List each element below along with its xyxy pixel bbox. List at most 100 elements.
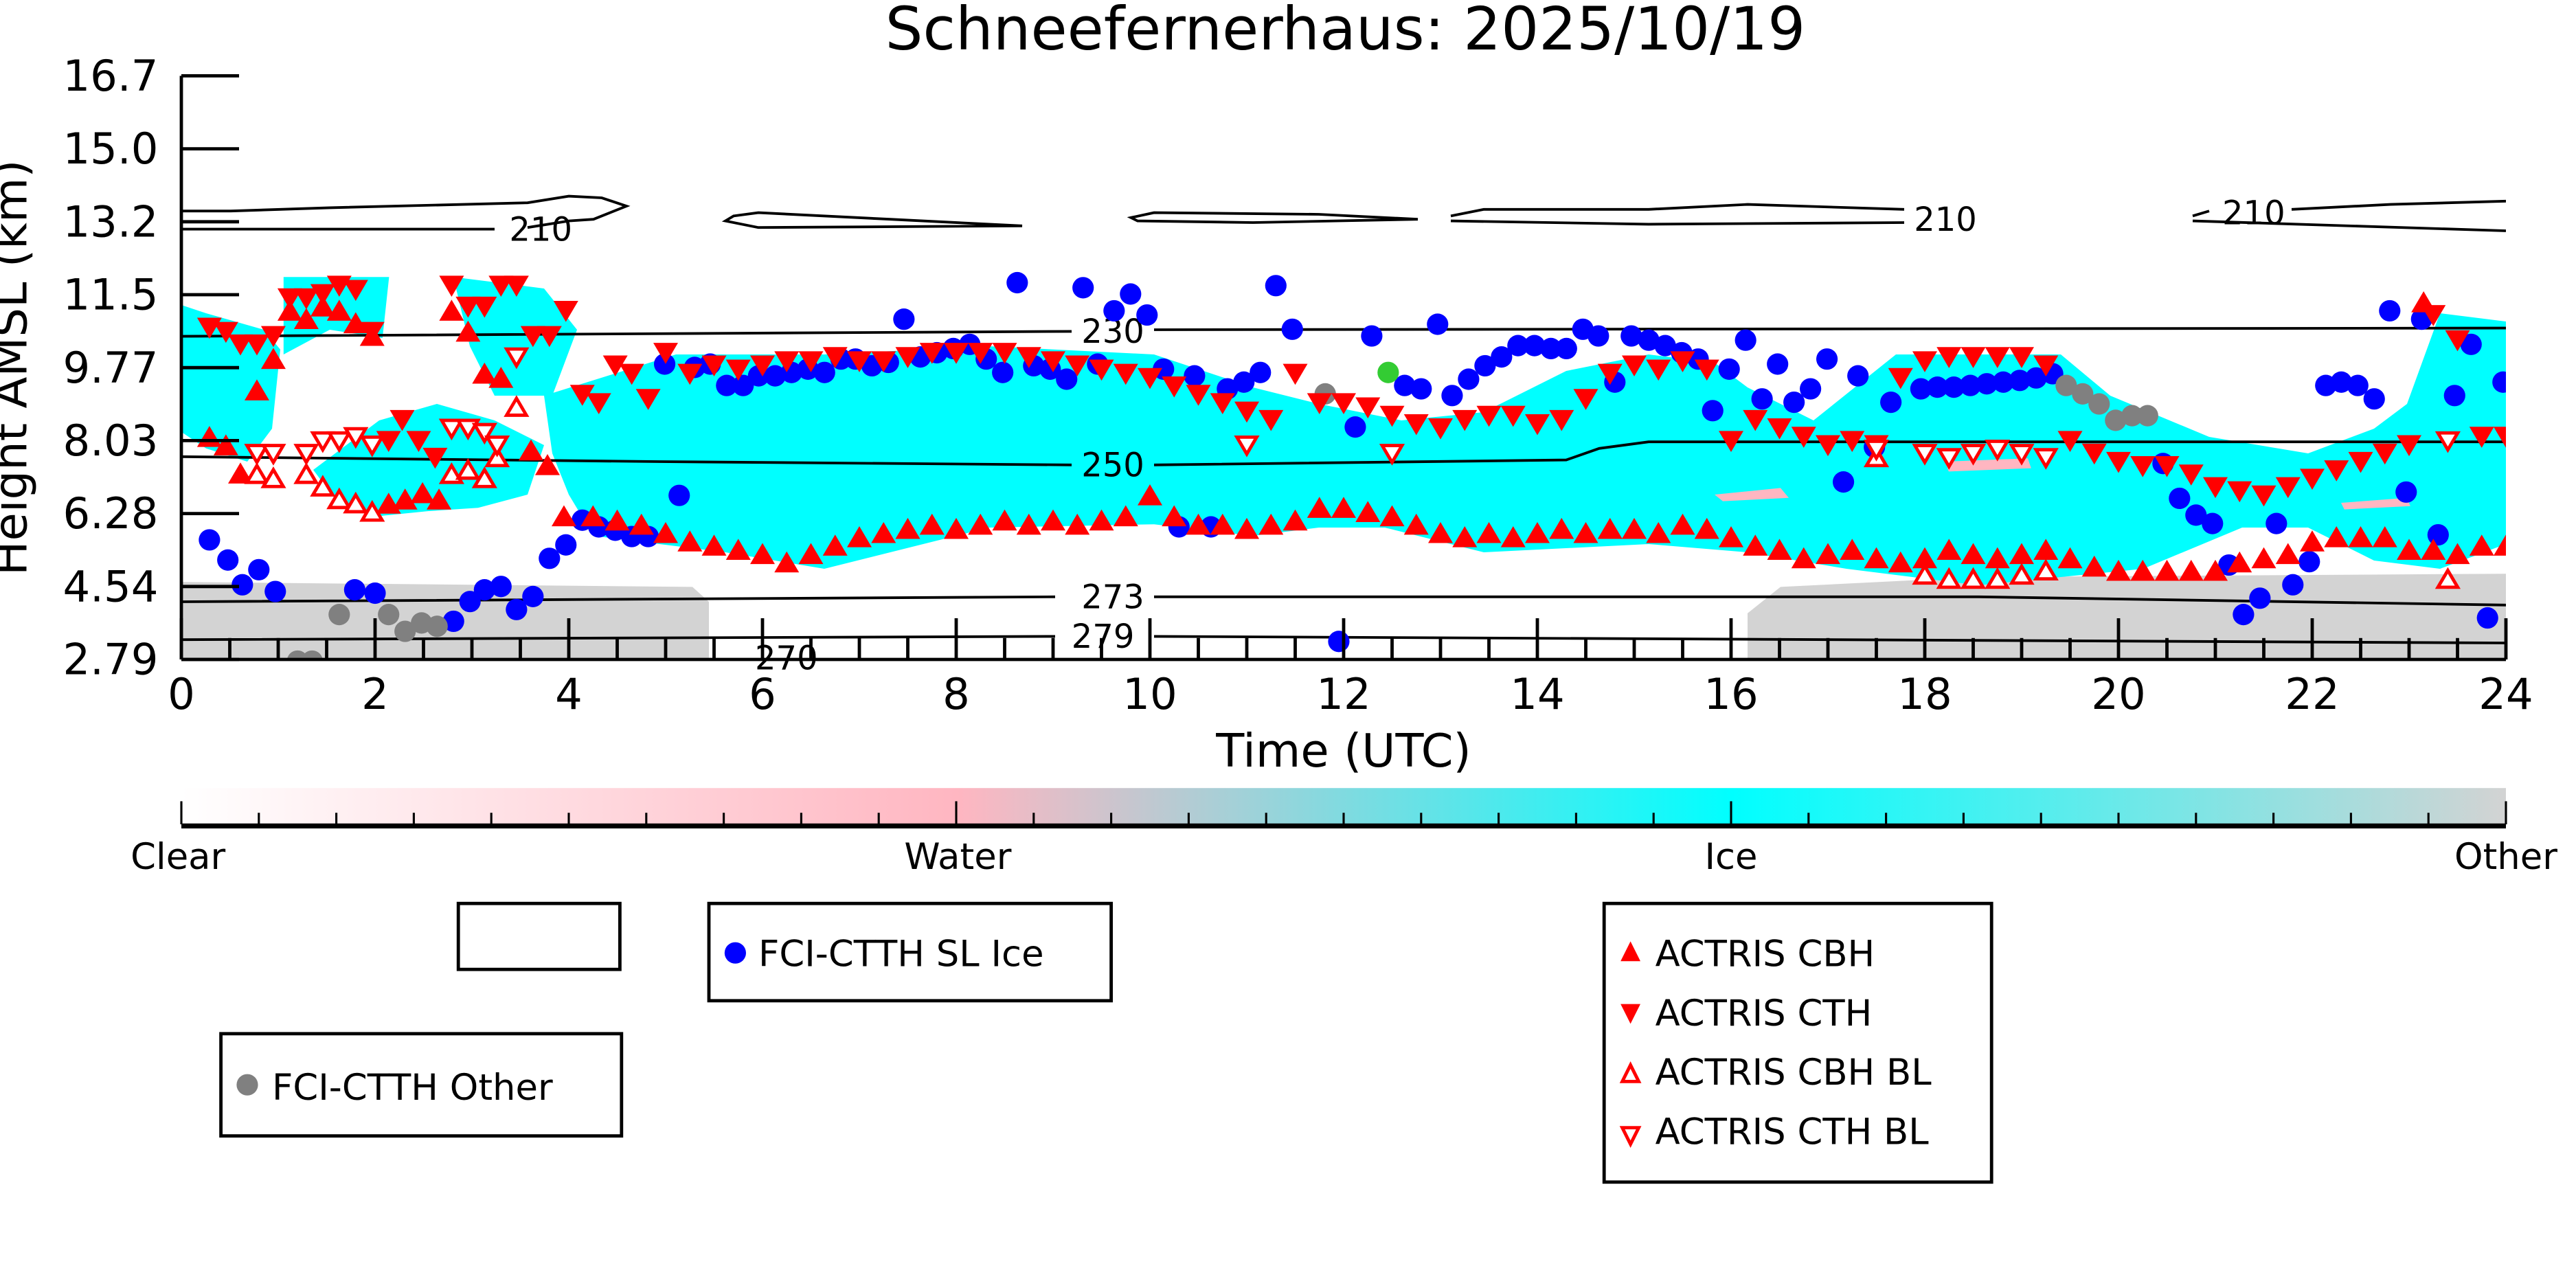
marker-actris-cbh (580, 505, 606, 527)
marker-actris-cth (2397, 435, 2421, 457)
marker-actris-cth (1016, 347, 1041, 368)
marker-actris-cth (1670, 351, 1695, 372)
marker-fci-ctth-sl-ice (2443, 385, 2465, 407)
marker-actris-cbh-bl (1936, 567, 1962, 589)
marker-actris-cth (2081, 443, 2107, 465)
marker-fci-ctth-sl-ice (813, 361, 835, 383)
marker-actris-cth (1089, 359, 1114, 381)
marker-fci-ctth-other (378, 604, 400, 626)
temperature-contours (181, 194, 2506, 644)
legend-actris: ACTRIS CBH ACTRIS CTH ACTRIS CBH BL ACTR… (1602, 901, 1993, 1184)
marker-actris-cth-bl (438, 418, 464, 441)
marker-actris-cth (1065, 355, 1090, 377)
marker-actris-cth (2469, 427, 2494, 448)
marker-actris-cbh (2397, 539, 2421, 560)
marker-actris-cth (2300, 468, 2325, 490)
marker-fci-ctth-sl-ice (2266, 512, 2287, 534)
marker-actris-cbh (1138, 484, 1162, 506)
marker-actris-cbh-bl (2033, 558, 2059, 581)
marker-fci-ctth-sl-ice (716, 374, 738, 396)
marker-actris-cth (1428, 418, 1453, 440)
marker-actris-cth-bl (326, 431, 352, 453)
marker-actris-cbh (228, 462, 253, 484)
marker-fci-ctth-sl-ice (1588, 325, 1609, 347)
marker-fci-ctth-sl-ice (1410, 378, 1432, 400)
legend-entry: ACTRIS CBH BL (1656, 1052, 1932, 1094)
marker-actris-cbh-bl (244, 462, 270, 484)
y-tick-label: 11.5 (63, 270, 158, 320)
marker-actris-cth (569, 385, 595, 406)
marker-actris-cbh (1089, 509, 1114, 531)
marker-actris-cth (228, 334, 253, 356)
marker-actris-cth-bl (2009, 444, 2035, 466)
marker-actris-cbh (1549, 517, 1574, 539)
marker-actris-cth (1162, 376, 1187, 398)
marker-fci-ctth-sl-ice (490, 576, 512, 598)
legend-entry: ACTRIS CBH (1656, 933, 1875, 975)
marker-actris-cbh (992, 509, 1017, 531)
marker-actris-cth (847, 351, 872, 372)
marker-actris-cth (2154, 456, 2180, 477)
marker-fci-ctth-sl-ice (2025, 367, 2047, 389)
y-tick-label: 15.0 (63, 124, 158, 174)
marker-fci-ctth-other (426, 615, 448, 637)
marker-actris-cbh (2300, 530, 2325, 552)
marker-fci-ctth-sl-ice (1926, 376, 1948, 398)
marker-fci-ctth-sl-ice (1816, 348, 1838, 370)
marker-actris-cbh (2445, 543, 2470, 565)
marker-fci-ctth-sl-ice (506, 598, 528, 620)
marker-fci-ctth-sl-ice (555, 534, 577, 556)
marker-actris-cbh (725, 539, 751, 560)
marker-actris-cbh (774, 551, 800, 573)
marker-fci-ctth-sl-ice (1783, 391, 1805, 414)
marker-actris-cth (1403, 414, 1429, 436)
marker-actris-cth (944, 343, 969, 364)
marker-actris-cbh (1162, 505, 1187, 527)
marker-fci-ctth-sl-ice (1233, 371, 1255, 393)
marker-fci-ctth-sl-ice (217, 549, 239, 571)
marker-actris-cth (1646, 359, 1671, 381)
marker-fci-ctth-sl-ice (1281, 318, 1303, 340)
marker-actris-cth-bl (293, 444, 319, 466)
marker-fci-ctth-sl-ice (2347, 374, 2369, 396)
marker-actris-cbh (1864, 547, 1889, 569)
marker-actris-cth-bl (471, 422, 497, 445)
marker-actris-cbh (2009, 543, 2034, 565)
marker-actris-cbh (2469, 534, 2494, 556)
marker-actris-cth-bl (1234, 435, 1260, 457)
marker-actris-cbh (2227, 551, 2252, 573)
marker-actris-cth (455, 296, 481, 318)
marker-actris-cbh (2154, 559, 2180, 581)
marker-actris-cbh (1113, 505, 1138, 527)
marker-actris-cbh (488, 366, 514, 388)
marker-fci-ctth-sl-ice (1654, 335, 1676, 357)
marker-actris-cbh (919, 513, 945, 535)
marker-actris-cth (1816, 435, 1840, 457)
marker-actris-cbh (798, 543, 824, 565)
x-tick-label: 16 (1704, 669, 1758, 719)
marker-actris-cth (1500, 405, 1526, 427)
triangle-down-open-icon (1619, 1126, 1642, 1148)
marker-actris-cbh (519, 439, 544, 461)
marker-fci-ctth-sl-ice (1250, 361, 1272, 383)
marker-fci-ctth-sl-ice (1992, 371, 2014, 393)
marker-actris-cth-bl (1985, 440, 2011, 462)
marker-actris-cbh (277, 300, 302, 321)
triangle-up-open-icon (1619, 1061, 1642, 1083)
marker-actris-cth (2009, 347, 2034, 368)
marker-actris-cth (2251, 485, 2276, 507)
marker-actris-cth (2106, 451, 2131, 473)
marker-actris-cth (2494, 427, 2506, 448)
marker-actris-cbh-bl (293, 462, 319, 484)
marker-actris-cbh (244, 379, 269, 400)
marker-fci-ctth-sl-water (1377, 361, 1399, 383)
marker-actris-cth (422, 447, 448, 469)
marker-fci-ctth-sl-ice (1441, 385, 1463, 407)
y-tick-label: 8.03 (63, 416, 158, 466)
marker-actris-cth (1743, 409, 1768, 431)
data-markers (196, 271, 2506, 659)
marker-actris-cbh-bl (471, 466, 497, 488)
marker-actris-cbh (944, 517, 969, 539)
marker-actris-cth (1234, 401, 1259, 423)
marker-actris-cbh (1525, 521, 1550, 543)
